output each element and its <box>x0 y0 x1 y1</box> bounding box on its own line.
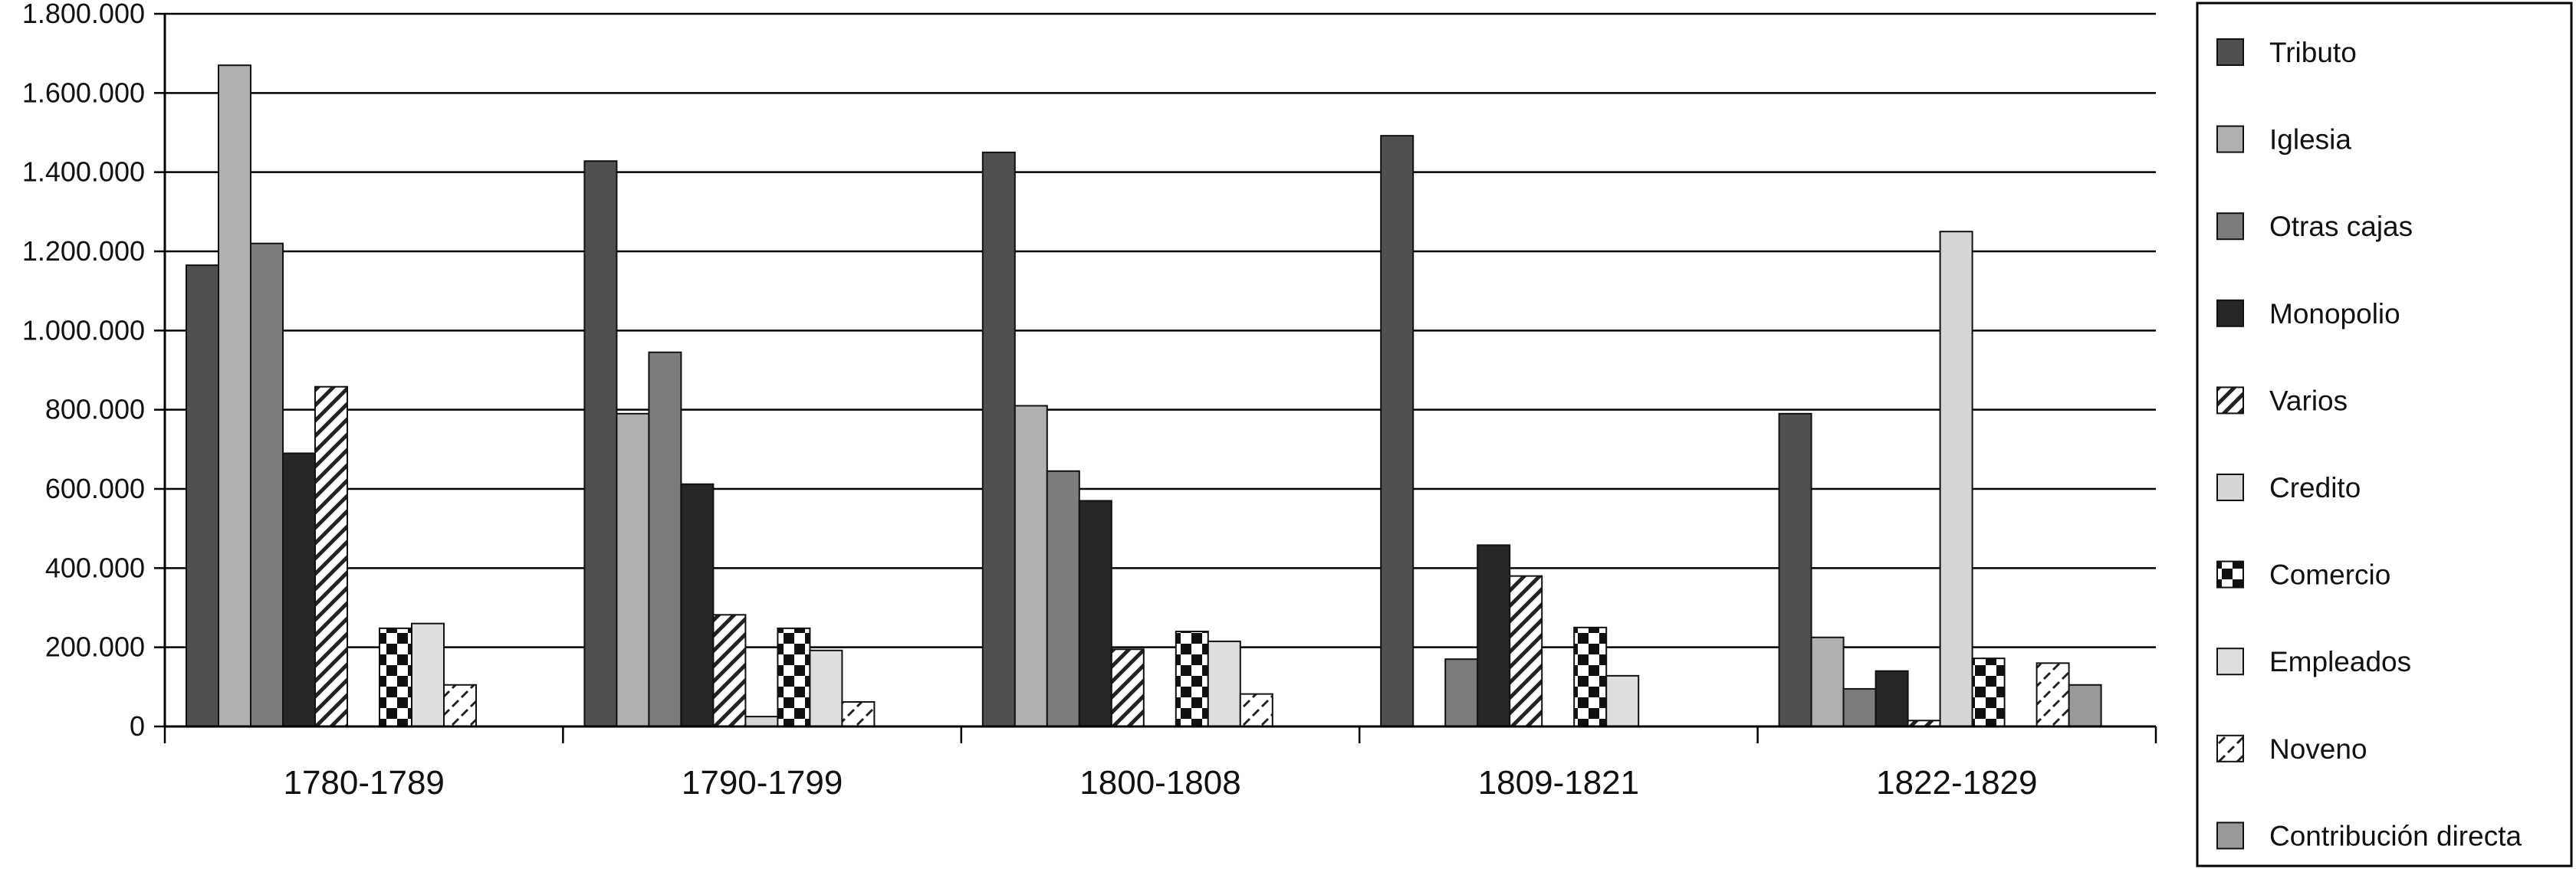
y-tick-label: 0 <box>130 710 145 742</box>
bar-comercio-1790-1799 <box>777 627 811 727</box>
bar-monopolio-1809-1821 <box>1477 544 1511 727</box>
bar-credito-1790-1799 <box>744 716 779 727</box>
x-category-label: 1790-1799 <box>682 764 843 802</box>
bar-monopolio-1780-1789 <box>282 452 316 727</box>
legend-label: Comercio <box>2269 559 2390 591</box>
y-tick-label: 1.400.000 <box>22 156 145 188</box>
bar-noveno-1790-1799 <box>841 700 876 728</box>
bar-comercio-1809-1821 <box>1573 626 1608 727</box>
y-tick-label: 1.800.000 <box>22 0 145 29</box>
legend-label: Tributo <box>2269 37 2357 68</box>
y-tick-label: 600.000 <box>45 473 145 504</box>
bar-monopolio-1822-1829 <box>1875 670 1909 728</box>
bar-empleados-1800-1808 <box>1207 640 1241 728</box>
legend-box <box>2196 2 2573 867</box>
legend-swatch <box>2216 734 2244 762</box>
legend-swatch <box>2216 38 2244 66</box>
bar-comercio-1800-1808 <box>1175 631 1209 727</box>
bar-varios-1790-1799 <box>712 614 747 727</box>
legend-swatch <box>2216 212 2244 241</box>
bar-otras-cajas-1780-1789 <box>250 242 284 727</box>
bar-tributo-1790-1799 <box>583 160 618 727</box>
legend-swatch <box>2216 125 2244 153</box>
bar-monopolio-1790-1799 <box>680 483 715 727</box>
legend-label: Credito <box>2269 472 2361 503</box>
axis-layer: 0 200.000 400.000 600.000 800.000 1.000.000 1.… <box>22 0 2157 802</box>
legend-label: Otras cajas <box>2269 211 2413 242</box>
legend-swatch <box>2216 299 2244 327</box>
legend-swatch <box>2216 386 2244 415</box>
legend-label: Iglesia <box>2269 124 2351 156</box>
legend-label: Varios <box>2269 385 2348 416</box>
y-tick-label: 1.600.000 <box>22 77 145 108</box>
bar-iglesia-1822-1829 <box>1810 636 1845 727</box>
bar-noveno-1780-1789 <box>443 684 477 727</box>
y-tick-label: 800.000 <box>45 394 145 425</box>
legend-label: Empleados <box>2269 646 2411 677</box>
bar-tributo-1822-1829 <box>1778 412 1812 727</box>
legend: Tributo Iglesia Otras cajas Monopolio Varios… <box>2196 2 2573 867</box>
bar-otras-cajas-1800-1808 <box>1046 470 1080 727</box>
bar-comercio-1780-1789 <box>379 627 412 727</box>
legend-swatch <box>2216 821 2244 850</box>
bar-iglesia-1800-1808 <box>1014 405 1048 727</box>
bars-layer <box>186 64 2102 728</box>
bar-otras-cajas-1822-1829 <box>1842 687 1877 728</box>
bar-tributo-1780-1789 <box>186 264 219 728</box>
bar-varios-1780-1789 <box>314 385 348 727</box>
bar-empleados-1790-1799 <box>809 649 843 727</box>
y-tick-label: 1.200.000 <box>22 235 145 267</box>
legend-label: Noveno <box>2269 733 2367 765</box>
bar-credito-1822-1829 <box>1939 231 1973 727</box>
bar-iglesia-1780-1789 <box>218 64 251 727</box>
y-tick-label: 400.000 <box>45 552 145 583</box>
legend-swatch <box>2216 648 2244 676</box>
bar-iglesia-1790-1799 <box>616 412 650 727</box>
bar-noveno-1800-1808 <box>1239 693 1273 728</box>
y-tick-label: 200.000 <box>45 631 145 663</box>
x-category-label: 1780-1789 <box>283 764 444 802</box>
legend-swatch <box>2216 474 2244 501</box>
bar-comercio-1822-1829 <box>1971 657 2006 728</box>
bar-monopolio-1800-1808 <box>1078 500 1112 727</box>
legend-swatch <box>2216 560 2244 589</box>
bar-otras-cajas-1790-1799 <box>648 351 682 727</box>
bar-contribuci-n-directa-1822-1829 <box>2068 684 2102 727</box>
bar-tributo-1809-1821 <box>1380 135 1414 727</box>
bar-noveno-1822-1829 <box>2036 662 2070 727</box>
x-category-label: 1822-1829 <box>1876 764 2037 802</box>
bar-empleados-1780-1789 <box>411 622 445 728</box>
bar-varios-1800-1808 <box>1110 648 1145 727</box>
grid-layer <box>165 12 2156 728</box>
legend-label: Monopolio <box>2269 298 2400 330</box>
bar-varios-1809-1821 <box>1509 575 1543 728</box>
legend-label: Contribución directa <box>2269 820 2522 851</box>
bar-tributo-1800-1808 <box>981 151 1016 728</box>
bar-otras-cajas-1809-1821 <box>1444 658 1479 728</box>
x-category-label: 1809-1821 <box>1478 764 1639 802</box>
x-category-label: 1800-1808 <box>1079 764 1240 802</box>
y-tick-label: 1.000.000 <box>22 314 145 346</box>
bar-empleados-1809-1821 <box>1605 674 1640 727</box>
